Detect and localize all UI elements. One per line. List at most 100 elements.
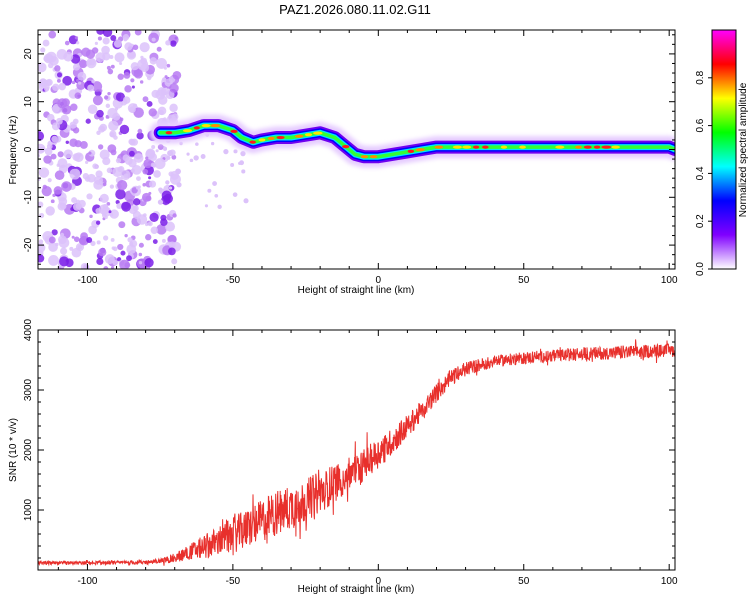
noise-blob [200,154,206,159]
noise-blob [136,214,148,225]
noise-blob [50,153,57,160]
bottom-x-axis-label: Height of straight line (km) [298,584,415,595]
noise-blob [143,158,153,169]
x-tick-label: 100 [661,576,678,587]
noise-blob [131,85,135,89]
noise-blob [133,69,144,79]
noise-blob [97,36,102,41]
noise-blob [107,68,114,75]
noise-blob [145,156,149,160]
noise-blob [55,242,59,247]
noise-blob [114,107,119,111]
ridge-peak [276,135,285,140]
noise-blob [144,258,154,268]
noise-blob [127,237,133,243]
noise-blob [106,167,113,174]
noise-blob [48,62,54,69]
ridge-peak [165,131,173,135]
noise-blob [72,202,82,211]
noise-blob [71,247,82,258]
noise-blob [72,153,81,161]
noise-blob [98,125,106,133]
noise-blob [118,221,126,229]
noise-blob [172,213,177,218]
noise-blob [129,241,134,246]
noise-blob [58,237,70,249]
noise-blob [114,52,125,63]
noise-blob [150,226,158,234]
noise-blob [169,173,181,185]
colorbar-bar [712,30,736,269]
noise-blob [123,72,131,79]
noise-blob [161,238,166,243]
noise-blob [153,170,161,178]
noise-blob [156,46,162,52]
noise-blob [72,63,81,71]
noise-blob [62,75,73,86]
noise-blob [38,177,41,181]
noise-blob [214,193,219,198]
spectral-ridge [149,114,675,168]
noise-blob [70,103,78,112]
noise-blob [164,75,168,79]
noise-blob [232,192,238,197]
noise-blob [116,202,123,210]
noise-blob [217,204,222,210]
noise-blob [117,73,124,80]
noise-blob [78,153,82,157]
noise-blob [140,55,144,60]
noise-blob [115,157,122,164]
ridge-peak [575,145,582,149]
snr-frame [37,329,676,571]
noise-blob [121,201,132,212]
noise-blob [65,140,70,145]
noise-blob [171,258,178,265]
noise-blob [132,103,138,108]
noise-blob [162,117,168,122]
noise-blob [141,192,151,202]
x-tick-label: 0 [376,576,382,587]
noise-blob [115,188,126,200]
noise-blob [103,235,109,241]
noise-blob [104,254,115,265]
noise-blob [134,30,142,36]
noise-blob [137,185,141,189]
noise-blob [240,150,246,157]
top-y-axis: -20 -10 0 10 20 [23,34,675,265]
colorbar-tick-label: 0.4 [695,166,706,180]
noise-blob [164,221,176,232]
noise-blob [63,51,74,62]
noise-blob [102,156,111,166]
noise-blob [106,202,111,206]
noise-blob [48,30,57,39]
noise-blob [108,120,119,131]
colorbar-tick-label: 0.8 [695,70,706,84]
noise-blob [171,154,177,160]
noise-blob [145,234,152,241]
noise-blob [91,81,103,92]
noise-blob [109,184,115,189]
noise-blob [87,173,96,183]
noise-blob [107,91,111,96]
noise-blob [44,147,53,156]
ridge-peak [267,136,275,141]
ridge-peak [462,145,472,149]
noise-blob [110,238,115,242]
noise-blob [119,259,130,269]
top-y-axis-label: Frequency (Hz) [8,116,19,185]
noise-blob [102,30,113,38]
ridge-peak [304,133,313,137]
noise-blob [59,256,69,267]
noise-blob [97,144,104,150]
noise-blob [130,138,139,146]
noise-region [38,30,249,269]
noise-blob [223,149,229,155]
noise-blob [133,107,144,118]
noise-blob [61,104,72,115]
noise-blob [136,132,144,140]
noise-blob [99,193,109,203]
noise-blob [57,151,64,158]
noise-blob [70,207,74,211]
noise-blob [158,95,168,105]
